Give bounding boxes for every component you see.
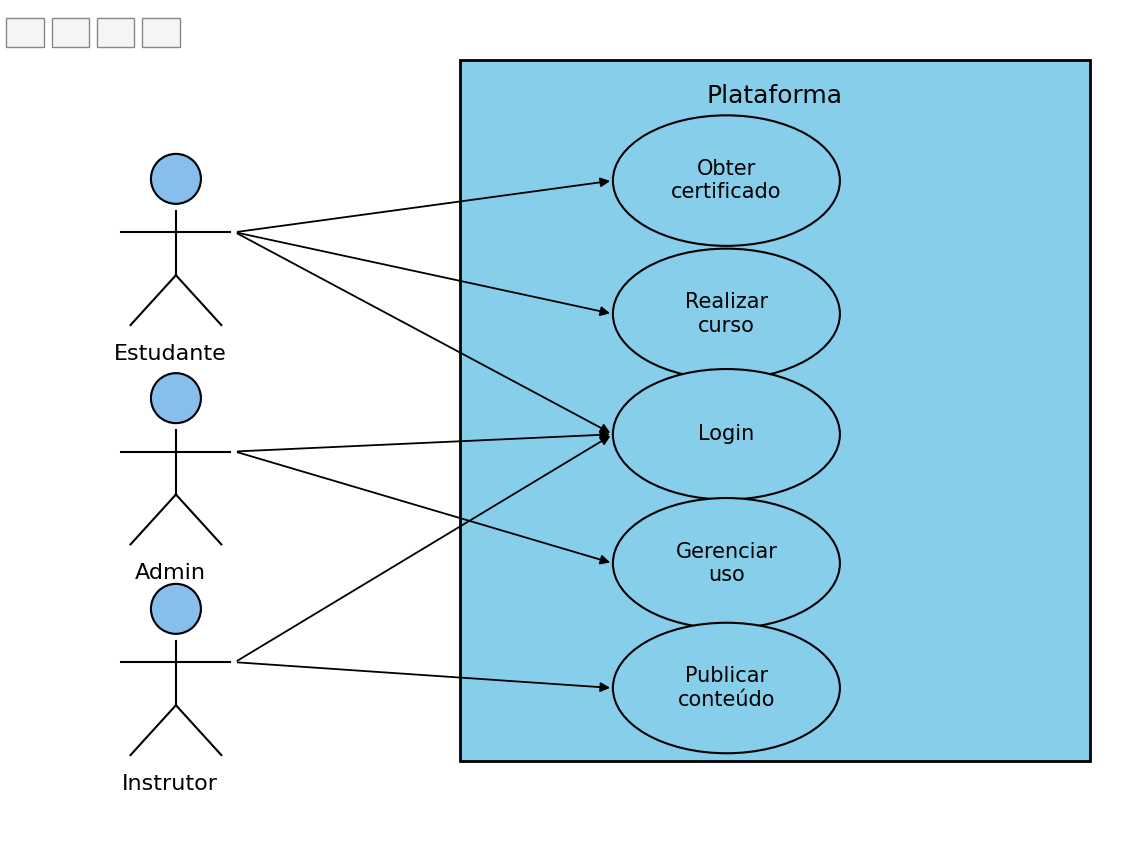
Ellipse shape <box>613 369 840 500</box>
Text: Plataforma: Plataforma <box>707 84 842 108</box>
Text: Publicar
conteúdo: Publicar conteúdo <box>678 666 775 710</box>
Ellipse shape <box>151 154 201 204</box>
Ellipse shape <box>613 115 840 246</box>
FancyBboxPatch shape <box>460 60 1090 761</box>
Text: Obter
certificado: Obter certificado <box>671 159 782 202</box>
Ellipse shape <box>613 498 840 629</box>
FancyBboxPatch shape <box>52 19 89 46</box>
Ellipse shape <box>151 373 201 423</box>
Text: Realizar
curso: Realizar curso <box>684 292 768 335</box>
Text: Gerenciar
uso: Gerenciar uso <box>675 542 777 585</box>
Ellipse shape <box>613 249 840 379</box>
Text: Estudante: Estudante <box>114 344 227 364</box>
Ellipse shape <box>613 623 840 753</box>
Text: Admin: Admin <box>135 563 205 583</box>
FancyBboxPatch shape <box>143 19 179 46</box>
FancyBboxPatch shape <box>96 19 135 46</box>
Ellipse shape <box>151 584 201 634</box>
Text: Instrutor: Instrutor <box>123 774 218 794</box>
Text: Login: Login <box>698 424 755 445</box>
FancyBboxPatch shape <box>6 19 43 46</box>
